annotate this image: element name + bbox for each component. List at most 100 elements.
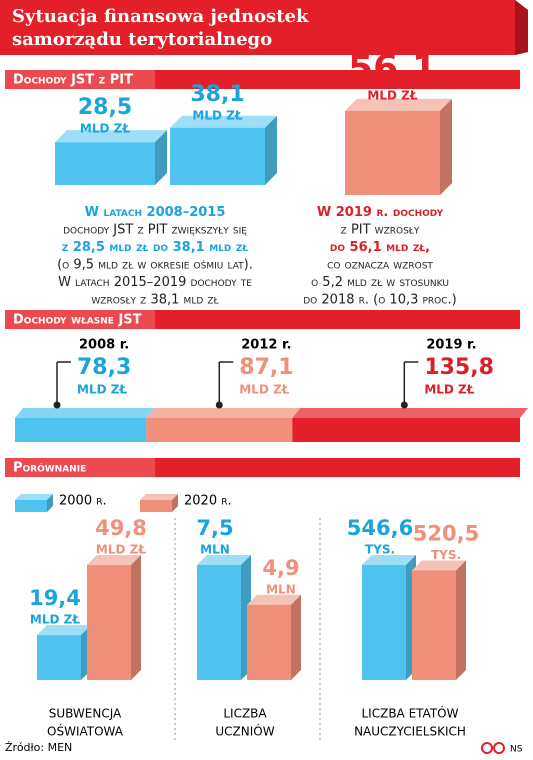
legend-swatch-top-shade (15, 494, 53, 500)
unit-label: MLN (200, 543, 230, 557)
note-run: W latach 2015–2019 dochody te (58, 275, 252, 290)
legend-swatch-top-shade (140, 494, 178, 500)
bar-side-shade (155, 130, 167, 185)
category-label: UCZNIÓW (215, 724, 274, 739)
bar-top (345, 98, 452, 111)
legend-swatch-side (172, 494, 178, 512)
section-label-box (5, 70, 155, 89)
category-label: NAUCZYCIELSKICH (354, 725, 466, 739)
unit-label: MLD ZŁ (239, 383, 289, 397)
bar-top-shade (345, 98, 452, 111)
bar-top (362, 555, 416, 565)
note-run: z 28,5 mld zł do 38,1 mld zł (62, 240, 249, 255)
note-line: W 2019 r. dochody (317, 205, 444, 220)
bar-top (197, 555, 251, 565)
band-segment (146, 418, 293, 442)
bar-top-shade (197, 555, 251, 565)
bar (55, 142, 155, 185)
value-label: 78,3 (77, 355, 131, 380)
unit-label: MLN (266, 582, 296, 596)
section-title: Dochody JST z PIT (13, 73, 133, 88)
note-run: do 56,1 mld zł, (330, 240, 430, 255)
value-label: 19,4 (29, 586, 81, 610)
value-label: 520,5 (413, 521, 479, 545)
bar-top (247, 594, 301, 605)
unit-label: MLD ZŁ (30, 613, 80, 627)
unit-label: MLD ZŁ (96, 543, 146, 557)
note-line: co oznacza wzrost (327, 257, 433, 272)
bar-top-shade (247, 594, 301, 605)
bar (362, 565, 406, 680)
note-line: W latach 2008–2015 (85, 205, 226, 220)
logo (481, 742, 493, 754)
note-run: o 5,2 mld zł w stosunku (311, 275, 449, 290)
note-run: wzrosły z 38,1 mld zł (91, 292, 219, 307)
value-label: 4,9 (262, 556, 299, 580)
bar (37, 635, 81, 680)
note-run: dochody JST z PIT zwiększyły się (63, 222, 247, 237)
section-label-box (5, 310, 155, 329)
bar-side-shade (456, 560, 466, 680)
legend-swatch-top (15, 494, 53, 500)
category-label: OŚWIATOWA (47, 724, 124, 739)
category-label: LICZBA (223, 707, 267, 721)
source: Źródło: MEN (5, 741, 72, 754)
bar-top-shade (87, 555, 141, 565)
value-label: 87,1 (239, 355, 293, 380)
band-top (15, 408, 155, 418)
bar-side (265, 115, 277, 185)
year-label: 2008 r. (79, 338, 129, 353)
section-title: Porównanie (13, 461, 86, 476)
category-label: LICZBA ETATÓW (362, 706, 459, 721)
bar-top-shade (170, 115, 277, 128)
bar-top-shade (37, 625, 91, 636)
legend-label: 2000 r. (59, 494, 107, 509)
note-run: W 2019 r. dochody (317, 205, 444, 220)
value-label: 38,1 (190, 82, 244, 107)
band-top (146, 408, 301, 418)
band-top (292, 408, 528, 418)
bar-top (412, 560, 466, 571)
value-label: 135,8 (424, 355, 494, 380)
value-label: 28,5 (78, 95, 132, 120)
year-label: 2019 r. (426, 338, 476, 353)
bar-side (131, 555, 141, 680)
credit: NS (510, 745, 523, 755)
title-line: samorządu terytorialnego (12, 29, 272, 50)
bar-top (170, 115, 277, 128)
legend-swatch-side-shade (47, 494, 53, 512)
bar (247, 604, 291, 680)
note-run: (o 9,5 mld zł w okresie ośmiu lat). (57, 257, 253, 272)
pin-dot (400, 401, 408, 409)
year-label: 2012 r. (241, 338, 291, 353)
legend-swatch-top (140, 494, 178, 500)
note-line: do 56,1 mld zł, (330, 240, 430, 255)
note-line: wzrosły z 38,1 mld zł (91, 292, 219, 307)
legend-swatch (140, 500, 172, 512)
bar-top (87, 555, 141, 565)
note-line: do 2018 r. (o 10,3 proc.) (303, 292, 457, 307)
note-run: W latach 2008–2015 (85, 205, 226, 220)
bar-side-shade (440, 98, 452, 195)
bar-side-shade (265, 115, 277, 185)
note-line: dochody JST z PIT zwiększyły się (63, 222, 247, 237)
bar-side (291, 594, 301, 680)
bar-top-shade (412, 560, 466, 571)
note-run: z PIT wzrosły (341, 222, 420, 237)
unit-label: MLD ZŁ (367, 89, 417, 103)
legend-swatch (15, 500, 47, 512)
unit-label: MLD ZŁ (80, 122, 130, 136)
bar-side-shade (131, 555, 141, 680)
bar (87, 565, 131, 680)
value-label: 49,8 (95, 516, 147, 540)
logo (493, 742, 505, 754)
band-segment (15, 418, 147, 442)
legend-swatch-side (47, 494, 53, 512)
bar-side (155, 130, 167, 185)
unit-label: TYS. (431, 548, 461, 562)
value-label: 7,5 (196, 516, 233, 540)
unit-label: MLD ZŁ (192, 109, 242, 123)
note-line: (o 9,5 mld zł w okresie ośmiu lat). (57, 257, 253, 272)
